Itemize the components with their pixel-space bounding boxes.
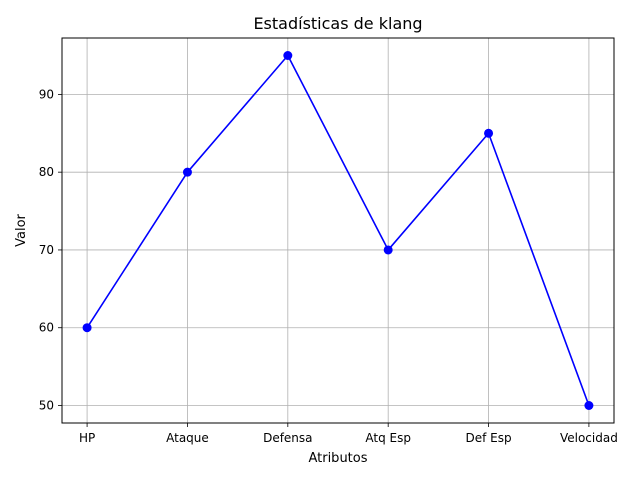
y-tick-label: 70 [39, 243, 54, 257]
x-tick-label: Def Esp [465, 431, 511, 445]
data-point-marker [584, 401, 594, 410]
data-point-marker [182, 167, 192, 177]
data-point-marker [383, 245, 393, 255]
y-tick-label: 90 [39, 87, 54, 101]
data-point-marker [484, 128, 494, 138]
data-point-marker [283, 51, 293, 60]
series-line [86, 54, 590, 406]
plot-frame [61, 37, 615, 424]
chart-title: Estadísticas de klang [253, 14, 422, 33]
y-axis-label: Valor [14, 213, 29, 246]
series-layer [82, 51, 594, 410]
x-tick-label: Atq Esp [365, 431, 411, 445]
x-tick-label: Defensa [263, 431, 312, 445]
x-axis-label: Atributos [308, 451, 367, 466]
data-point-marker [82, 323, 92, 333]
x-tick-label: HP [79, 431, 95, 445]
y-tick-label: 50 [39, 399, 54, 413]
y-tick-label: 60 [39, 321, 54, 335]
grid-lines [62, 38, 614, 423]
x-tick-label: Ataque [166, 431, 209, 445]
axis-ticks: HP Ataque Defensa Atq Esp Def Esp Velocidad 50… [39, 87, 618, 445]
y-tick-label: 80 [39, 165, 54, 179]
x-tick-label: Velocidad [560, 431, 618, 445]
